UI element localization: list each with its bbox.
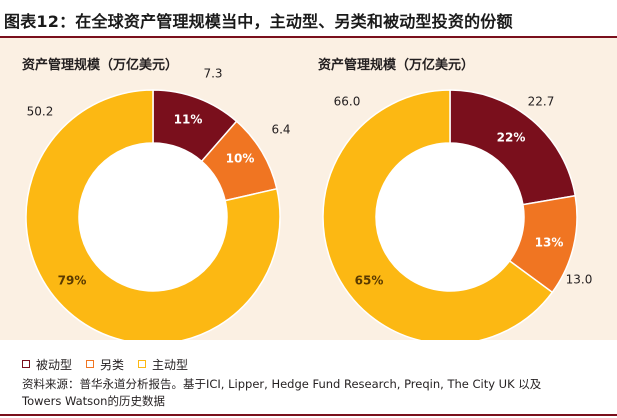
right-value-label-passive: 22.7 (528, 95, 555, 109)
bottom-rule (0, 414, 617, 416)
right-value-label-alternative: 13.0 (566, 273, 593, 287)
legend-item-active: 主动型 (138, 356, 188, 373)
donut-charts: 11% 10% 79% 7.3 6.4 50.2 22% 13% 65% 22.7 13.0 66.… (25, 67, 593, 340)
left-percent-label-passive: 11% (174, 113, 203, 127)
source-line-2: Towers Watson的历史数据 (22, 394, 165, 408)
legend-label-active: 主动型 (152, 357, 189, 372)
source-note: 资料来源：普华永道分析报告。基于ICI, Lipper, Hedge Fund … (22, 376, 612, 410)
right-donut-chart: 22% 13% 65% 22.7 13.0 66.0 (322, 89, 593, 340)
left-value-label-passive: 7.3 (203, 67, 222, 81)
right-chart-title: 资产管理规模（万亿美元） (318, 58, 475, 73)
legend-swatch-alternative (86, 360, 95, 368)
legend-item-alternative: 另类 (86, 356, 124, 373)
title-rule (0, 36, 617, 38)
left-donut-chart: 11% 10% 79% 7.3 6.4 50.2 (25, 67, 291, 340)
left-donut-hole (79, 143, 227, 291)
figure-title: 图表12：在全球资产管理规模当中，主动型、另类和被动型投资的份额 (4, 12, 513, 31)
right-percent-label-passive: 22% (497, 131, 526, 145)
right-value-label-active: 66.0 (334, 95, 361, 109)
left-value-label-active: 50.2 (27, 105, 54, 119)
left-chart-title: 资产管理规模（万亿美元） (22, 58, 179, 73)
title-bar: 图表12：在全球资产管理规模当中，主动型、另类和被动型投资的份额 (0, 0, 617, 38)
right-donut-hole (376, 143, 524, 291)
legend-swatch-active (138, 360, 147, 368)
source-line-1: 资料来源：普华永道分析报告。基于ICI, Lipper, Hedge Fund … (22, 377, 542, 391)
legend-item-passive: 被动型 (22, 356, 72, 373)
legend-swatch-passive (22, 360, 30, 368)
left-percent-label-active: 79% (58, 274, 87, 288)
legend-label-alternative: 另类 (100, 357, 125, 372)
right-percent-label-active: 65% (355, 274, 384, 288)
legend-label-passive: 被动型 (36, 357, 73, 372)
legend: 被动型 另类 主动型 (22, 356, 202, 372)
right-percent-label-alternative: 13% (535, 236, 564, 250)
left-value-label-alternative: 6.4 (271, 123, 290, 137)
left-percent-label-alternative: 10% (226, 152, 255, 166)
